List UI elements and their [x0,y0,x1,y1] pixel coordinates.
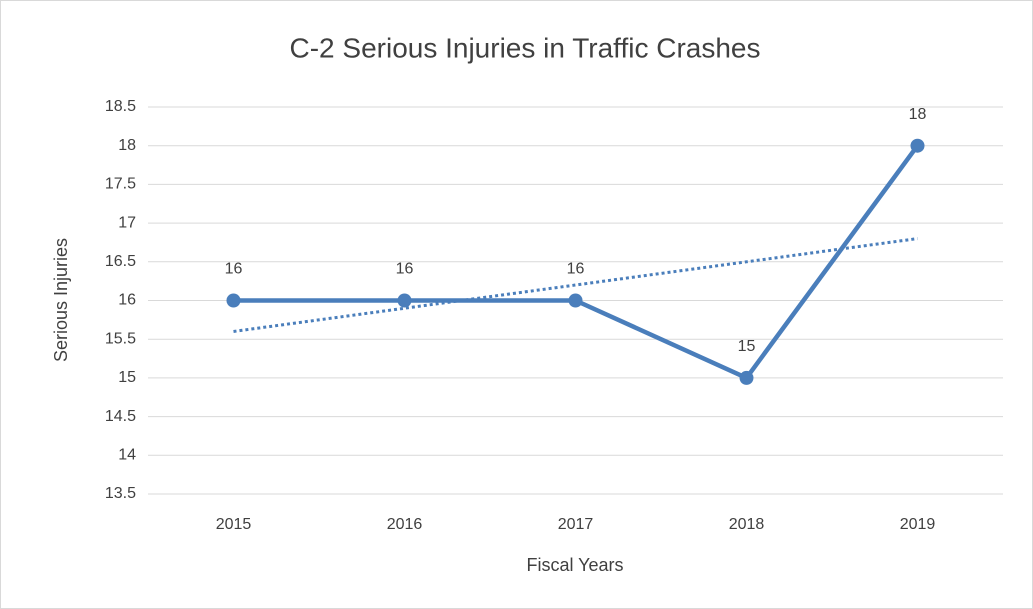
data-point [739,370,754,385]
data-label: 16 [225,261,243,278]
x-tick-label: 2015 [216,516,252,533]
y-tick-label: 18 [118,137,136,154]
x-tick-label: 2016 [387,516,423,533]
data-point [910,138,925,153]
x-axis-label: Fiscal Years [526,555,623,575]
y-tick-label: 16 [118,292,136,309]
data-label: 16 [396,261,414,278]
data-point [226,293,241,308]
data-label: 16 [567,261,585,278]
data-label: 15 [738,338,756,355]
y-tick-label: 14.5 [105,408,136,425]
x-tick-label: 2019 [900,516,936,533]
x-tick-label: 2017 [558,516,594,533]
y-axis-label: Serious Injuries [51,238,71,362]
y-tick-label: 16.5 [105,253,136,270]
data-label: 18 [909,106,927,123]
data-point [568,293,583,308]
y-tick-label: 15 [118,369,136,386]
trendline [233,237,918,333]
chart-title: C-2 Serious Injuries in Traffic Crashes [290,32,761,63]
x-tick-label: 2018 [729,516,765,533]
y-tick-label: 15.5 [105,330,136,347]
y-tick-label: 17 [118,214,136,231]
y-tick-label: 17.5 [105,176,136,193]
y-tick-label: 18.5 [105,98,136,115]
y-tick-label: 13.5 [105,485,136,502]
y-tick-label: 14 [118,447,136,464]
data-point [397,293,412,308]
